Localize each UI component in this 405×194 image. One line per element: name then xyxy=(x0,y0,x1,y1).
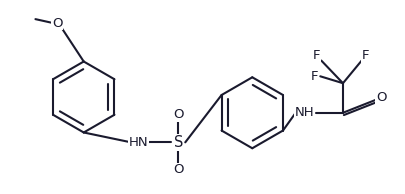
Text: O: O xyxy=(52,16,62,29)
Text: NH: NH xyxy=(294,106,313,119)
Text: HN: HN xyxy=(129,136,148,149)
Text: O: O xyxy=(173,163,183,176)
Text: F: F xyxy=(310,70,318,83)
Text: S: S xyxy=(173,135,183,150)
Text: O: O xyxy=(173,108,183,121)
Text: O: O xyxy=(375,92,386,105)
Text: F: F xyxy=(312,49,319,62)
Text: F: F xyxy=(361,49,369,62)
